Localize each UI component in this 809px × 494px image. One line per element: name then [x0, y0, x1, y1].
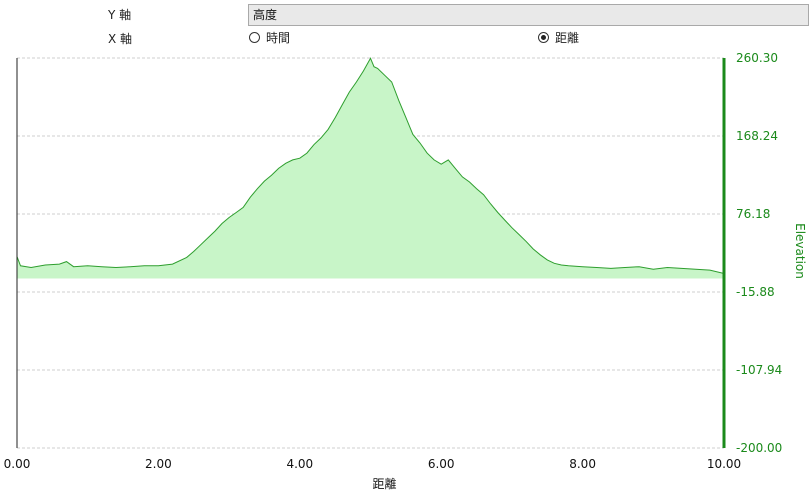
- x-axis-title: 距離: [372, 477, 396, 491]
- elevation-area: [17, 58, 724, 279]
- y-tick-label: 260.30: [736, 51, 778, 65]
- x-tick-label: 4.00: [286, 457, 313, 471]
- y-tick-label: 168.24: [736, 129, 778, 143]
- x-axis-option-distance[interactable]: 距離: [538, 28, 579, 46]
- y-tick-label: 76.18: [736, 207, 770, 221]
- radio-distance[interactable]: [538, 31, 549, 43]
- radio-time[interactable]: [249, 31, 260, 43]
- y-axis-title: Elevation: [793, 223, 807, 279]
- x-tick-label: 8.00: [569, 457, 596, 471]
- elevation-line: [16, 57, 725, 274]
- y-tick-label: -107.94: [736, 363, 782, 377]
- grid-lines: [17, 57, 724, 449]
- x-tick-label: 0.00: [4, 457, 31, 471]
- y-tick-label: -15.88: [736, 285, 775, 299]
- y-tick-label: -200.00: [736, 441, 782, 455]
- x-axis-option-distance-label: 距離: [555, 30, 580, 45]
- y-tick-labels: 260.30 168.24 76.18 -15.88 -107.94 -200.00: [736, 51, 782, 455]
- x-tick-label: 6.00: [428, 457, 455, 471]
- x-axis-option-time-label: 時間: [266, 30, 291, 45]
- x-axis-option-time[interactable]: 時間: [249, 28, 290, 46]
- x-axis-label: X 軸: [108, 32, 133, 46]
- x-tick-labels: 0.00 2.00 4.00 6.00 8.00 10.00: [4, 457, 742, 471]
- x-tick-label: 2.00: [145, 457, 172, 471]
- y-axis-select[interactable]: 高度: [248, 4, 809, 26]
- y-axis-label: Y 軸: [108, 8, 132, 22]
- x-tick-label: 10.00: [707, 457, 741, 471]
